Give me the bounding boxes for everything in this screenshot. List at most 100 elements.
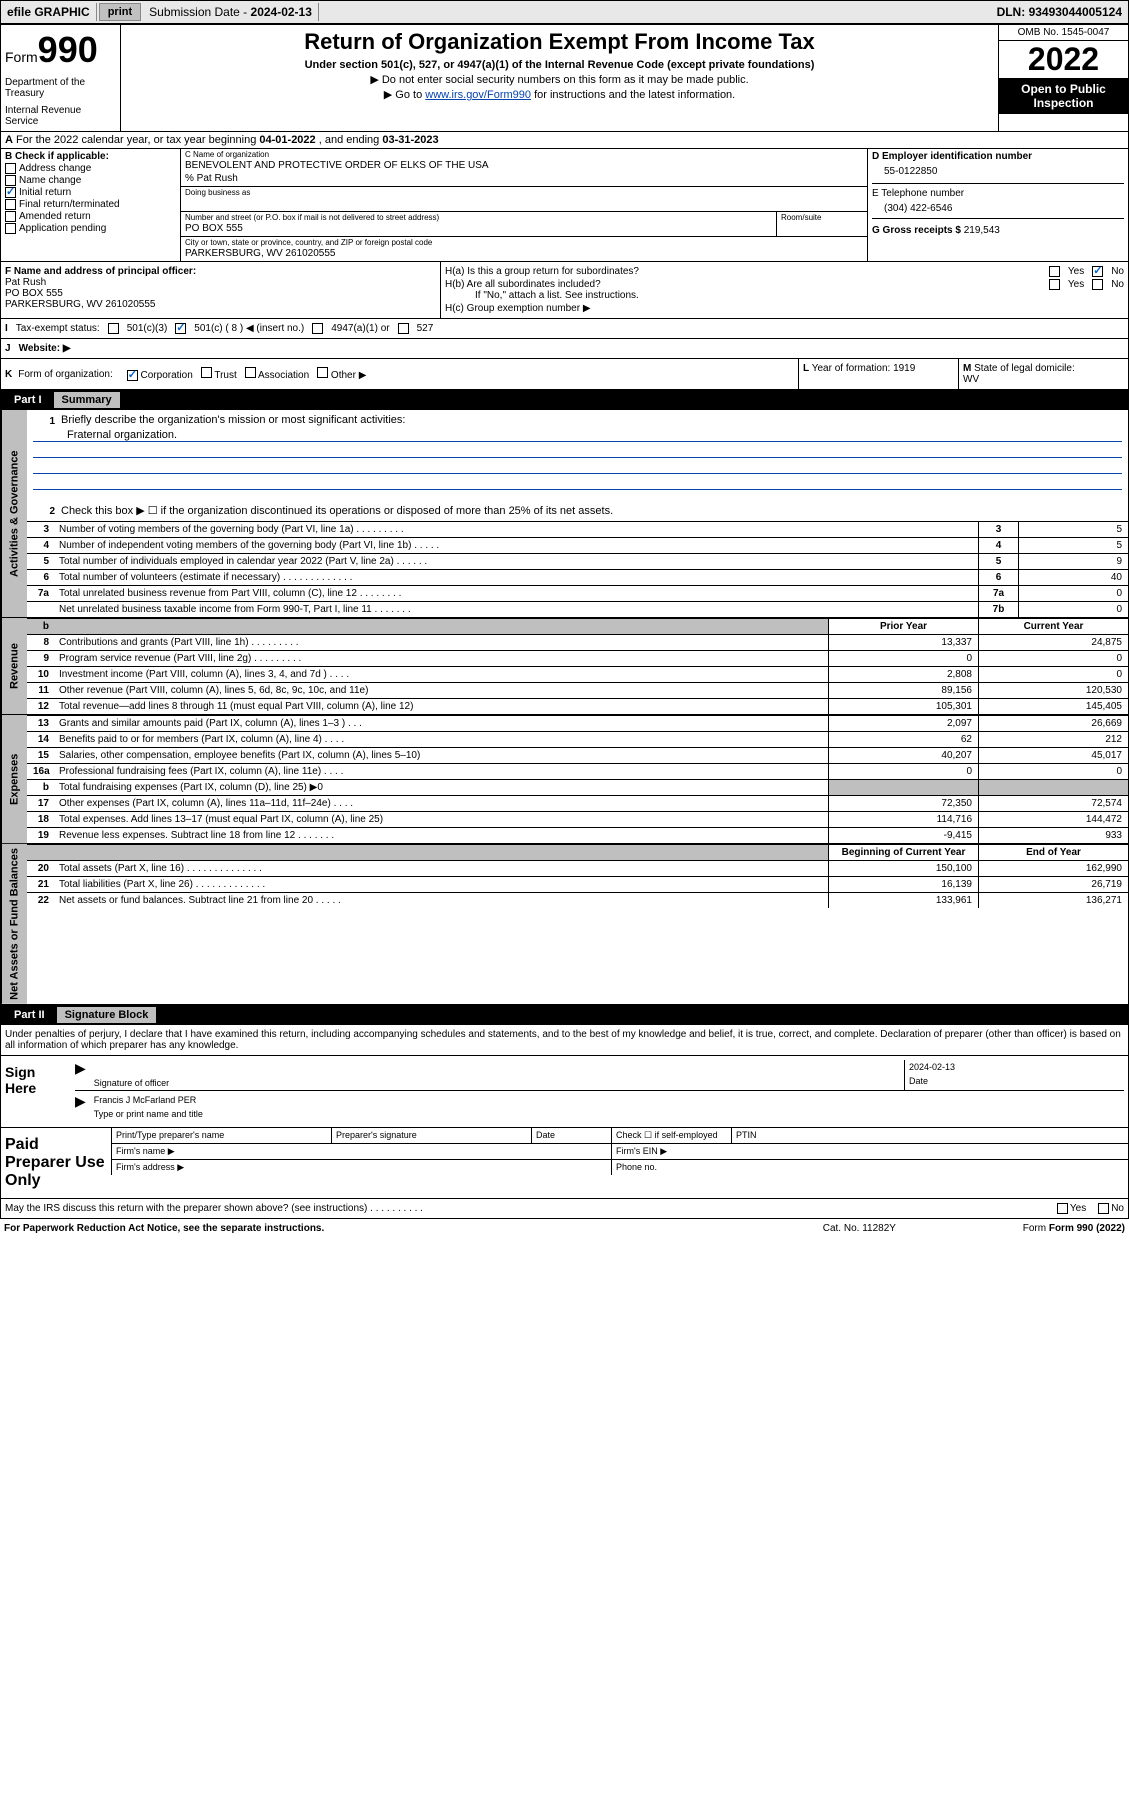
- part2-num: Part II: [6, 1007, 53, 1023]
- prep-date-label: Date: [531, 1128, 611, 1143]
- form-note1: ▶ Do not enter social security numbers o…: [129, 73, 990, 86]
- part1-title: Summary: [54, 392, 120, 408]
- summary-row: 6 Total number of volunteers (estimate i…: [27, 569, 1128, 585]
- box-b-checkbox[interactable]: [5, 223, 16, 234]
- prep-self-label: Check ☐ if self-employed: [611, 1128, 731, 1143]
- sig-intro: Under penalties of perjury, I declare th…: [0, 1025, 1129, 1056]
- hc-label: H(c) Group exemption number ▶: [445, 303, 1124, 314]
- box-b-item: Final return/terminated: [5, 199, 176, 210]
- summary-row: 10 Investment income (Part VIII, column …: [27, 666, 1128, 682]
- form-title: Return of Organization Exempt From Incom…: [129, 29, 990, 55]
- box-b-item: Application pending: [5, 223, 176, 234]
- summary-row: 13 Grants and similar amounts paid (Part…: [27, 715, 1128, 731]
- k-checkbox[interactable]: [127, 370, 138, 381]
- box-b-item-label: Amended return: [19, 211, 91, 222]
- box-b-checkbox[interactable]: [5, 175, 16, 186]
- ha-label: H(a) Is this a group return for subordin…: [445, 266, 1041, 277]
- line-klm: K Form of organization: Corporation Trus…: [0, 359, 1129, 390]
- vertical-label: Revenue: [1, 618, 27, 714]
- box-b-item-label: Final return/terminated: [19, 199, 120, 210]
- discuss-no-checkbox[interactable]: [1098, 1203, 1109, 1214]
- summary-body: 13 Grants and similar amounts paid (Part…: [27, 715, 1128, 843]
- k-checkbox[interactable]: [245, 367, 256, 378]
- paperwork-notice: For Paperwork Reduction Act Notice, see …: [4, 1223, 823, 1234]
- phone-value: (304) 422-6546: [872, 199, 1124, 214]
- phone-label: E Telephone number: [872, 188, 1124, 199]
- firm-name-label: Firm's name ▶: [111, 1144, 611, 1159]
- summary-row: 3 Number of voting members of the govern…: [27, 521, 1128, 537]
- part2-header: Part II Signature Block: [0, 1005, 1129, 1025]
- omb-number: OMB No. 1545-0047: [999, 25, 1128, 41]
- footer-bottom: For Paperwork Reduction Act Notice, see …: [0, 1219, 1129, 1238]
- discuss-yes-checkbox[interactable]: [1057, 1203, 1068, 1214]
- ha-yes-checkbox[interactable]: [1049, 266, 1060, 277]
- efile-label: efile GRAPHIC: [1, 3, 97, 21]
- paid-preparer-block: Paid Preparer Use Only Print/Type prepar…: [0, 1128, 1129, 1199]
- irs-link[interactable]: www.irs.gov/Form990: [425, 89, 531, 101]
- dept-treasury: Department of the Treasury: [5, 71, 116, 99]
- box-b-item: Amended return: [5, 211, 176, 222]
- box-b-item: Address change: [5, 163, 176, 174]
- summary-group: Net Assets or Fund Balances Beginning of…: [0, 844, 1129, 1005]
- sig-officer-label: Signature of officer: [90, 1076, 904, 1090]
- submission-date: 2024-02-13: [251, 5, 312, 19]
- dln-label: DLN:: [997, 5, 1029, 19]
- k-checkbox[interactable]: [317, 367, 328, 378]
- ha-no-checkbox[interactable]: [1092, 266, 1103, 277]
- section-fh: F Name and address of principal officer:…: [0, 262, 1129, 319]
- vertical-label: Expenses: [1, 715, 27, 843]
- summary-row: Net unrelated business taxable income fr…: [27, 601, 1128, 617]
- hb-yes-checkbox[interactable]: [1049, 279, 1060, 290]
- 4947-checkbox[interactable]: [312, 323, 323, 334]
- box-b-checkbox[interactable]: [5, 211, 16, 222]
- 501c3-checkbox[interactable]: [108, 323, 119, 334]
- box-b-item-label: Name change: [19, 175, 81, 186]
- box-c: C Name of organization BENEVOLENT AND PR…: [181, 149, 868, 261]
- box-f: F Name and address of principal officer:…: [1, 262, 441, 318]
- 527-checkbox[interactable]: [398, 323, 409, 334]
- room-label: Room/suite: [777, 212, 867, 223]
- summary-row: 4 Number of independent voting members o…: [27, 537, 1128, 553]
- discuss-text: May the IRS discuss this return with the…: [5, 1203, 1057, 1214]
- prep-name-label: Print/Type preparer's name: [111, 1128, 331, 1143]
- city: PARKERSBURG, WV 261020555: [181, 248, 867, 261]
- box-b-item-label: Application pending: [19, 223, 106, 234]
- summary-row: b Total fundraising expenses (Part IX, c…: [27, 779, 1128, 795]
- line-k: K Form of organization: Corporation Trus…: [1, 359, 798, 389]
- hb-note: If "No," attach a list. See instructions…: [445, 290, 1124, 301]
- header-left: Form990 Department of the Treasury Inter…: [1, 25, 121, 131]
- summary-row: 18 Total expenses. Add lines 13–17 (must…: [27, 811, 1128, 827]
- print-button[interactable]: print: [99, 3, 141, 21]
- sig-date-label: Date: [905, 1074, 1124, 1088]
- 501c-checkbox[interactable]: [175, 323, 186, 334]
- k-checkbox[interactable]: [201, 367, 212, 378]
- firm-ein-label: Firm's EIN ▶: [611, 1144, 1128, 1159]
- submission-label: Submission Date -: [149, 5, 250, 19]
- header-right: OMB No. 1545-0047 2022 Open to Public In…: [998, 25, 1128, 131]
- form-footer-label: Form Form 990 (2022): [1023, 1223, 1125, 1234]
- city-label: City or town, state or province, country…: [181, 237, 867, 248]
- org-name-label: C Name of organization: [181, 149, 867, 160]
- summary-row: 9 Program service revenue (Part VIII, li…: [27, 650, 1128, 666]
- vertical-label: Net Assets or Fund Balances: [1, 844, 27, 1004]
- form-prefix: Form: [5, 49, 38, 65]
- hb-label: H(b) Are all subordinates included?: [445, 279, 1041, 290]
- summary-row: 22 Net assets or fund balances. Subtract…: [27, 892, 1128, 908]
- ein-value: 55-0122850: [872, 162, 1124, 177]
- summary-row: 8 Contributions and grants (Part VIII, l…: [27, 634, 1128, 650]
- hb-no-checkbox[interactable]: [1092, 279, 1103, 290]
- box-b-checkbox[interactable]: [5, 187, 16, 198]
- part1-num: Part I: [6, 392, 50, 408]
- section-bcd: B Check if applicable: Address changeNam…: [0, 149, 1129, 262]
- header-center: Return of Organization Exempt From Incom…: [121, 25, 998, 131]
- box-b-item: Name change: [5, 175, 176, 186]
- box-b-checkbox[interactable]: [5, 199, 16, 210]
- line-j: J Website: ▶: [0, 339, 1129, 359]
- part1-header: Part I Summary: [0, 390, 1129, 410]
- box-b-item-label: Initial return: [19, 187, 71, 198]
- box-b-checkbox[interactable]: [5, 163, 16, 174]
- box-b-label: B Check if applicable:: [5, 151, 176, 162]
- cat-no: Cat. No. 11282Y: [823, 1223, 1023, 1234]
- ein-label: D Employer identification number: [872, 151, 1124, 162]
- paid-preparer-label: Paid Preparer Use Only: [1, 1128, 111, 1198]
